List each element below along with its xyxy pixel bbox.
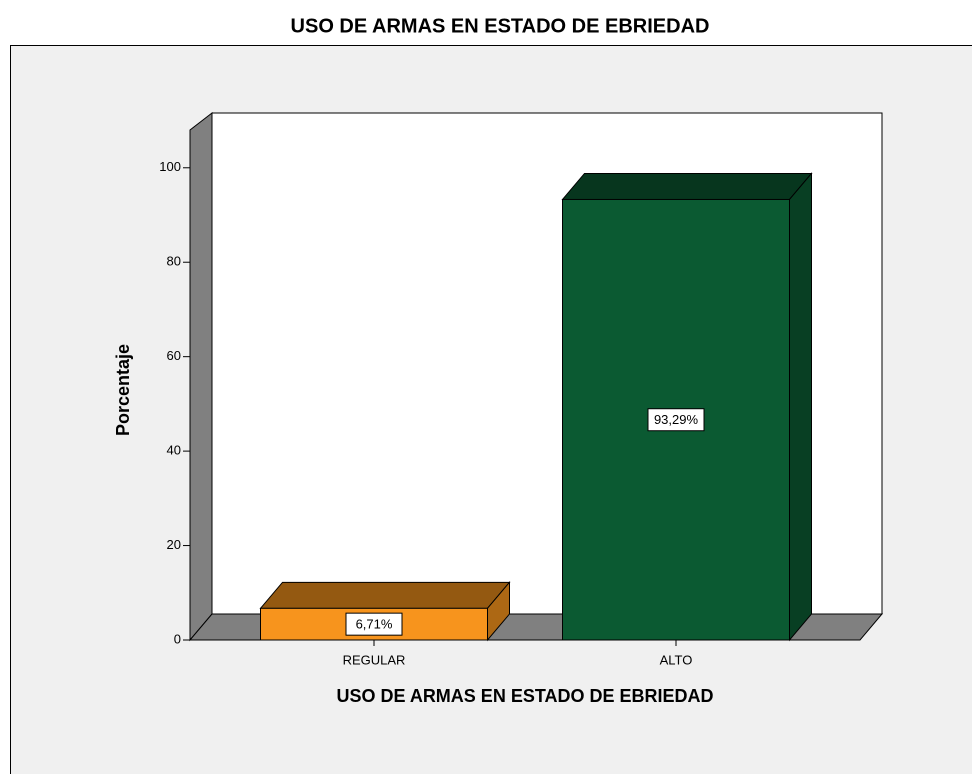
x-axis-label: USO DE ARMAS EN ESTADO DE EBRIEDAD <box>336 686 713 706</box>
bar-top <box>259 581 511 609</box>
value-label: 6,71% <box>356 617 393 632</box>
y-tick-label: 0 <box>174 631 181 646</box>
value-label-box <box>647 408 705 432</box>
x-tick-label: REGULAR <box>343 652 406 667</box>
y-tick-label: 40 <box>167 443 181 458</box>
value-label-box <box>345 612 403 636</box>
y-tick-label: 20 <box>167 537 181 552</box>
x-tick-label: ALTO <box>660 652 693 667</box>
left-wall <box>189 111 213 642</box>
y-tick-label: 60 <box>167 348 181 363</box>
value-label: 93,29% <box>654 412 699 427</box>
chart-title: USO DE ARMAS EN ESTADO DE EBRIEDAD <box>291 15 710 37</box>
bar-side <box>789 172 812 642</box>
y-tick-label: 80 <box>167 254 181 269</box>
y-tick-label: 100 <box>159 159 181 174</box>
y-axis-label: Porcentaje <box>113 344 133 436</box>
bar-top <box>561 172 813 200</box>
